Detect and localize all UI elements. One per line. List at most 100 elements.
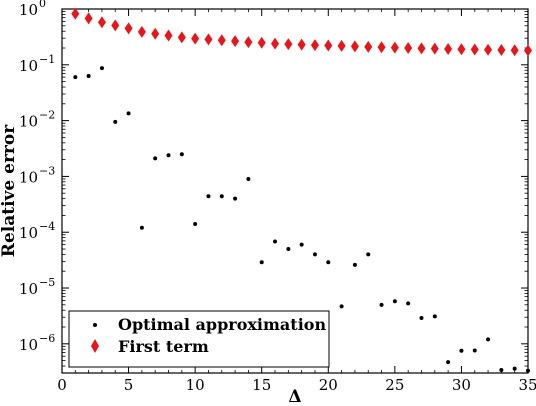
optimal-approximation-point xyxy=(339,304,344,309)
optimal-approximation-point xyxy=(166,153,171,158)
optimal-approximation-point xyxy=(206,194,211,199)
first-term-point xyxy=(177,31,186,44)
optimal-approximation-point xyxy=(379,302,384,307)
optimal-approximation-point xyxy=(499,367,504,372)
y-tick-label: 10 xyxy=(19,57,38,75)
first-term-point xyxy=(310,39,319,52)
first-term-point xyxy=(524,44,532,57)
optimal-approximation-point xyxy=(472,348,477,353)
optimal-approximation-point xyxy=(406,301,411,306)
optimal-approximation-point xyxy=(99,66,104,71)
y-tick-exponent: −2 xyxy=(39,109,55,122)
x-tick-label: 15 xyxy=(252,376,271,394)
optimal-approximation-point xyxy=(312,252,317,257)
first-term-point xyxy=(337,39,346,52)
y-tick-exponent: 0 xyxy=(39,0,46,10)
legend-label-first-term: First term xyxy=(118,337,209,356)
optimal-approximation-point xyxy=(352,262,357,267)
first-term-point xyxy=(377,41,386,54)
optimal-approximation-point xyxy=(526,368,530,373)
first-term-point xyxy=(217,34,226,47)
optimal-approximation-point xyxy=(246,176,251,181)
x-tick-label: 35 xyxy=(518,376,536,394)
x-tick-label: 25 xyxy=(385,376,404,394)
first-term-point xyxy=(404,42,413,55)
legend-marker-first-term xyxy=(91,339,99,353)
first-term-point xyxy=(164,29,173,42)
legend-marker-optimal xyxy=(93,323,97,327)
optimal-approximation-point xyxy=(193,222,198,227)
first-term-point xyxy=(257,36,266,49)
first-term-point xyxy=(97,16,106,29)
y-tick-exponent: −3 xyxy=(39,164,55,177)
y-tick-exponent: −5 xyxy=(39,276,55,289)
first-term-point xyxy=(271,37,280,50)
first-term-point xyxy=(284,38,293,51)
data-marks xyxy=(71,7,532,373)
optimal-approximation-point xyxy=(419,316,424,321)
optimal-approximation-point xyxy=(299,242,304,247)
first-term-point xyxy=(204,33,213,46)
y-tick-label: 10 xyxy=(19,113,38,131)
y-tick-exponent: −1 xyxy=(39,53,55,66)
first-term-point xyxy=(510,44,519,57)
optimal-approximation-point xyxy=(86,74,91,79)
first-term-point xyxy=(244,36,253,49)
first-term-point xyxy=(111,19,120,32)
first-term-point xyxy=(350,40,359,53)
y-tick-label: 10 xyxy=(19,280,38,298)
y-tick-label: 10 xyxy=(19,1,38,19)
first-term-point xyxy=(124,22,133,35)
first-term-point xyxy=(84,12,93,25)
x-axis-label: Δ xyxy=(288,387,301,406)
first-term-point xyxy=(430,42,439,55)
legend-box xyxy=(68,310,330,368)
optimal-approximation-point xyxy=(446,360,451,365)
optimal-approximation-point xyxy=(432,314,437,319)
optimal-approximation-point xyxy=(273,239,278,244)
first-term-point xyxy=(191,32,200,45)
optimal-approximation-point xyxy=(153,156,158,161)
first-term-point xyxy=(484,43,493,56)
x-tick-label: 5 xyxy=(124,376,134,394)
x-tick-label: 20 xyxy=(319,376,338,394)
first-term-point xyxy=(297,38,306,51)
first-term-point xyxy=(364,40,373,53)
legend-label-optimal: Optimal approximation xyxy=(118,315,326,334)
optimal-approximation-point xyxy=(179,152,184,157)
optimal-approximation-point xyxy=(259,260,264,265)
first-term-point xyxy=(390,41,399,54)
first-term-point xyxy=(444,42,453,55)
optimal-approximation-point xyxy=(392,299,397,304)
x-tick-label: 10 xyxy=(186,376,205,394)
optimal-approximation-point xyxy=(459,348,464,353)
first-term-point xyxy=(497,44,506,57)
optimal-approximation-point xyxy=(366,252,371,257)
optimal-approximation-point xyxy=(512,366,517,371)
y-tick-exponent: −6 xyxy=(39,332,55,345)
optimal-approximation-point xyxy=(233,196,238,201)
optimal-approximation-point xyxy=(486,337,491,342)
optimal-approximation-point xyxy=(126,111,131,116)
first-term-point xyxy=(71,7,80,20)
y-tick-label: 10 xyxy=(19,168,38,186)
legend: Optimal approximation First term xyxy=(68,310,330,368)
first-term-point xyxy=(137,25,146,38)
first-term-point xyxy=(457,43,466,56)
y-axis-label: Relative error xyxy=(0,124,19,257)
first-term-point xyxy=(231,35,240,48)
first-term-point xyxy=(324,39,333,52)
optimal-approximation-point xyxy=(73,75,78,80)
optimal-approximation-point xyxy=(113,119,118,124)
optimal-approximation-point xyxy=(219,194,224,199)
first-term-point xyxy=(151,27,160,40)
x-tick-label: 30 xyxy=(452,376,471,394)
first-term-point xyxy=(417,42,426,55)
optimal-approximation-point xyxy=(139,225,144,230)
y-tick-exponent: −4 xyxy=(39,220,55,233)
y-tick-label: 10 xyxy=(19,224,38,242)
x-tick-label: 0 xyxy=(57,376,67,394)
optimal-approximation-point xyxy=(326,260,331,265)
